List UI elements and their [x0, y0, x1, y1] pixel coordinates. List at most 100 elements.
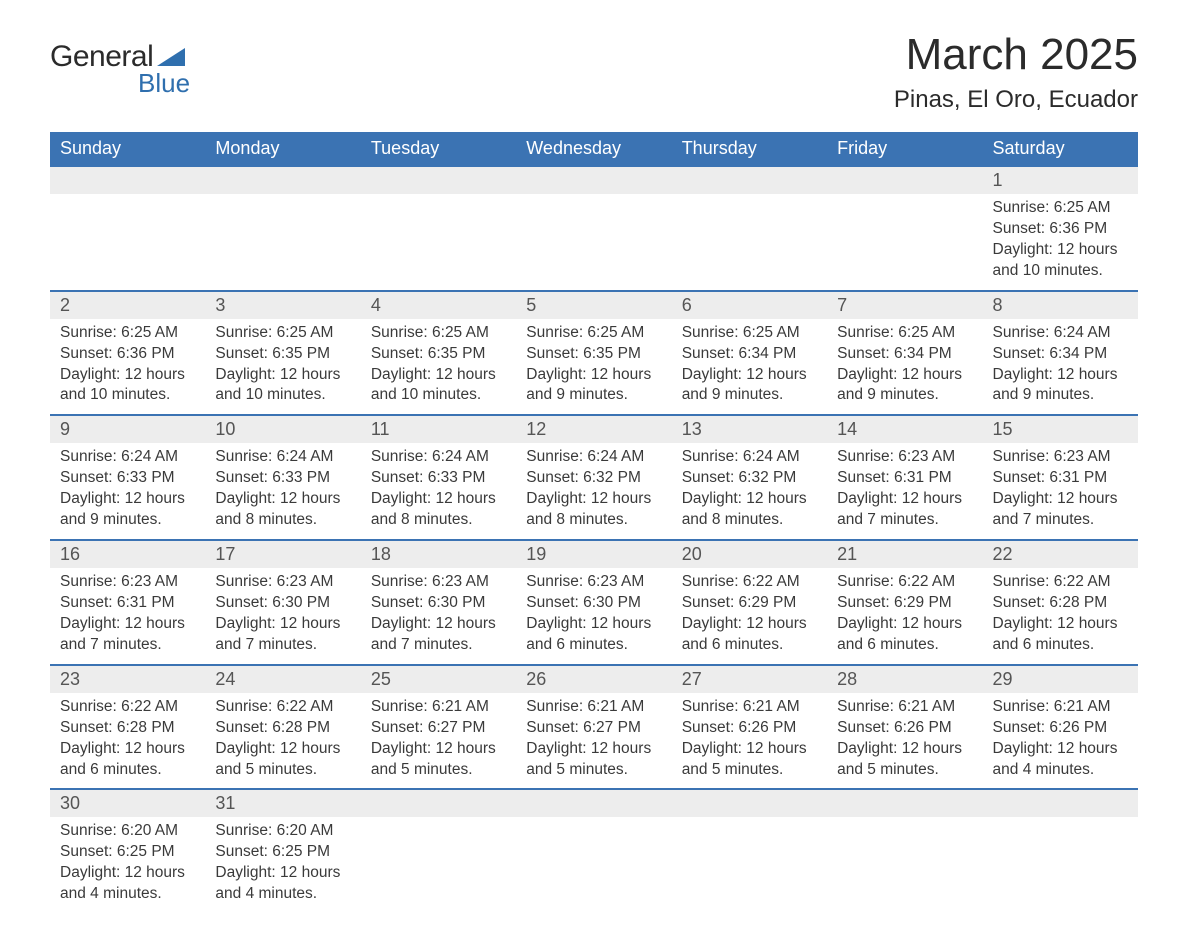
day-of-week-header: Thursday — [672, 132, 827, 166]
day-number-cell — [516, 166, 671, 194]
sunrise-text: Sunrise: 6:20 AM — [60, 821, 195, 842]
sunrise-text: Sunrise: 6:24 AM — [60, 447, 195, 468]
daylight-text: Daylight: 12 hours and 9 minutes. — [60, 489, 195, 531]
daylight-text: Daylight: 12 hours and 8 minutes. — [526, 489, 661, 531]
day-number-cell: 13 — [672, 415, 827, 443]
daylight-text: Daylight: 12 hours and 9 minutes. — [526, 365, 661, 407]
day-number-cell: 9 — [50, 415, 205, 443]
day-number-cell — [827, 166, 982, 194]
sunset-text: Sunset: 6:31 PM — [60, 593, 195, 614]
day-number-cell — [672, 166, 827, 194]
daylight-text: Daylight: 12 hours and 7 minutes. — [837, 489, 972, 531]
week-daynum-row: 1 — [50, 166, 1138, 194]
daylight-text: Daylight: 12 hours and 6 minutes. — [993, 614, 1128, 656]
sunrise-text: Sunrise: 6:22 AM — [60, 697, 195, 718]
day-detail-cell — [672, 817, 827, 913]
week-daynum-row: 23242526272829 — [50, 665, 1138, 693]
day-detail-cell: Sunrise: 6:23 AMSunset: 6:30 PMDaylight:… — [361, 568, 516, 665]
day-detail-cell: Sunrise: 6:21 AMSunset: 6:26 PMDaylight:… — [672, 693, 827, 790]
day-detail-cell — [516, 817, 671, 913]
day-number-cell: 17 — [205, 540, 360, 568]
daylight-text: Daylight: 12 hours and 7 minutes. — [60, 614, 195, 656]
daylight-text: Daylight: 12 hours and 5 minutes. — [371, 739, 506, 781]
sunset-text: Sunset: 6:27 PM — [526, 718, 661, 739]
day-number-cell: 8 — [983, 291, 1138, 319]
sunrise-text: Sunrise: 6:25 AM — [215, 323, 350, 344]
sunset-text: Sunset: 6:30 PM — [526, 593, 661, 614]
day-detail-cell: Sunrise: 6:25 AMSunset: 6:36 PMDaylight:… — [983, 194, 1138, 291]
day-detail-cell — [50, 194, 205, 291]
day-detail-cell — [983, 817, 1138, 913]
daylight-text: Daylight: 12 hours and 5 minutes. — [682, 739, 817, 781]
sunrise-text: Sunrise: 6:21 AM — [993, 697, 1128, 718]
sunrise-text: Sunrise: 6:24 AM — [682, 447, 817, 468]
sunrise-text: Sunrise: 6:21 AM — [682, 697, 817, 718]
week-daynum-row: 16171819202122 — [50, 540, 1138, 568]
sunrise-text: Sunrise: 6:23 AM — [837, 447, 972, 468]
day-detail-cell: Sunrise: 6:25 AMSunset: 6:35 PMDaylight:… — [205, 319, 360, 416]
sunrise-text: Sunrise: 6:25 AM — [993, 198, 1128, 219]
sunrise-text: Sunrise: 6:24 AM — [993, 323, 1128, 344]
brand-logo: General Blue — [50, 40, 190, 99]
day-detail-cell: Sunrise: 6:24 AMSunset: 6:33 PMDaylight:… — [50, 443, 205, 540]
day-detail-cell: Sunrise: 6:23 AMSunset: 6:30 PMDaylight:… — [205, 568, 360, 665]
day-of-week-header: Saturday — [983, 132, 1138, 166]
day-detail-cell: Sunrise: 6:22 AMSunset: 6:29 PMDaylight:… — [672, 568, 827, 665]
day-number-cell: 12 — [516, 415, 671, 443]
daylight-text: Daylight: 12 hours and 9 minutes. — [682, 365, 817, 407]
sunrise-text: Sunrise: 6:24 AM — [526, 447, 661, 468]
day-detail-cell — [827, 817, 982, 913]
daylight-text: Daylight: 12 hours and 9 minutes. — [993, 365, 1128, 407]
week-detail-row: Sunrise: 6:25 AM Sunset: 6:36 PM Daylight:… — [50, 319, 1138, 416]
day-number-cell: 3 — [205, 291, 360, 319]
sunset-text: Sunset: 6:35 PM — [526, 344, 661, 365]
week-detail-row: Sunrise: 6:23 AMSunset: 6:31 PMDaylight:… — [50, 568, 1138, 665]
sunrise-text: Sunrise: 6:22 AM — [993, 572, 1128, 593]
daylight-text: Daylight: 12 hours and 8 minutes. — [371, 489, 506, 531]
sunrise-text: Sunrise: 6:21 AM — [371, 697, 506, 718]
day-detail-cell: Sunrise: 6:20 AMSunset: 6:25 PMDaylight:… — [50, 817, 205, 913]
day-detail-cell — [205, 194, 360, 291]
day-number-cell: 16 — [50, 540, 205, 568]
sunset-text: Sunset: 6:28 PM — [215, 718, 350, 739]
week-daynum-row: 9101112131415 — [50, 415, 1138, 443]
daylight-text: Daylight: 12 hours and 8 minutes. — [215, 489, 350, 531]
day-detail-cell — [361, 817, 516, 913]
sunset-text: Sunset: 6:31 PM — [837, 468, 972, 489]
brand-triangle-icon — [157, 44, 185, 66]
day-detail-cell: Sunrise: 6:23 AMSunset: 6:31 PMDaylight:… — [50, 568, 205, 665]
day-number-cell: 11 — [361, 415, 516, 443]
day-of-week-header: Tuesday — [361, 132, 516, 166]
sunset-text: Sunset: 6:26 PM — [993, 718, 1128, 739]
day-number-cell — [983, 789, 1138, 817]
sunrise-text: Sunrise: 6:25 AM — [371, 323, 506, 344]
day-detail-cell: Sunrise: 6:22 AMSunset: 6:29 PMDaylight:… — [827, 568, 982, 665]
day-number-cell — [205, 166, 360, 194]
day-number-cell: 21 — [827, 540, 982, 568]
day-number-cell — [827, 789, 982, 817]
day-detail-cell: Sunrise: 6:20 AMSunset: 6:25 PMDaylight:… — [205, 817, 360, 913]
day-number-cell: 22 — [983, 540, 1138, 568]
sunrise-text: Sunrise: 6:23 AM — [526, 572, 661, 593]
day-detail-cell — [516, 194, 671, 291]
sunset-text: Sunset: 6:30 PM — [371, 593, 506, 614]
day-detail-cell: Sunrise: 6:21 AMSunset: 6:26 PMDaylight:… — [827, 693, 982, 790]
day-detail-cell: Sunrise: 6:21 AMSunset: 6:26 PMDaylight:… — [983, 693, 1138, 790]
day-number-cell: 4 — [361, 291, 516, 319]
day-detail-cell: Sunrise: 6:22 AMSunset: 6:28 PMDaylight:… — [205, 693, 360, 790]
week-daynum-row: 2345678 — [50, 291, 1138, 319]
day-of-week-header: Sunday — [50, 132, 205, 166]
sunrise-text: Sunrise: 6:25 AM — [526, 323, 661, 344]
day-number-cell — [516, 789, 671, 817]
sunset-text: Sunset: 6:35 PM — [371, 344, 506, 365]
sunset-text: Sunset: 6:25 PM — [215, 842, 350, 863]
day-number-cell: 31 — [205, 789, 360, 817]
day-detail-cell: Sunrise: 6:21 AMSunset: 6:27 PMDaylight:… — [516, 693, 671, 790]
day-detail-cell: Sunrise: 6:24 AMSunset: 6:33 PMDaylight:… — [361, 443, 516, 540]
day-detail-cell: Sunrise: 6:24 AMSunset: 6:32 PMDaylight:… — [672, 443, 827, 540]
daylight-text: Daylight: 12 hours and 6 minutes. — [682, 614, 817, 656]
day-detail-cell: Sunrise: 6:24 AMSunset: 6:34 PMDaylight:… — [983, 319, 1138, 416]
day-detail-cell: Sunrise: 6:23 AMSunset: 6:31 PMDaylight:… — [983, 443, 1138, 540]
sunset-text: Sunset: 6:36 PM — [60, 344, 195, 365]
sunset-text: Sunset: 6:26 PM — [682, 718, 817, 739]
